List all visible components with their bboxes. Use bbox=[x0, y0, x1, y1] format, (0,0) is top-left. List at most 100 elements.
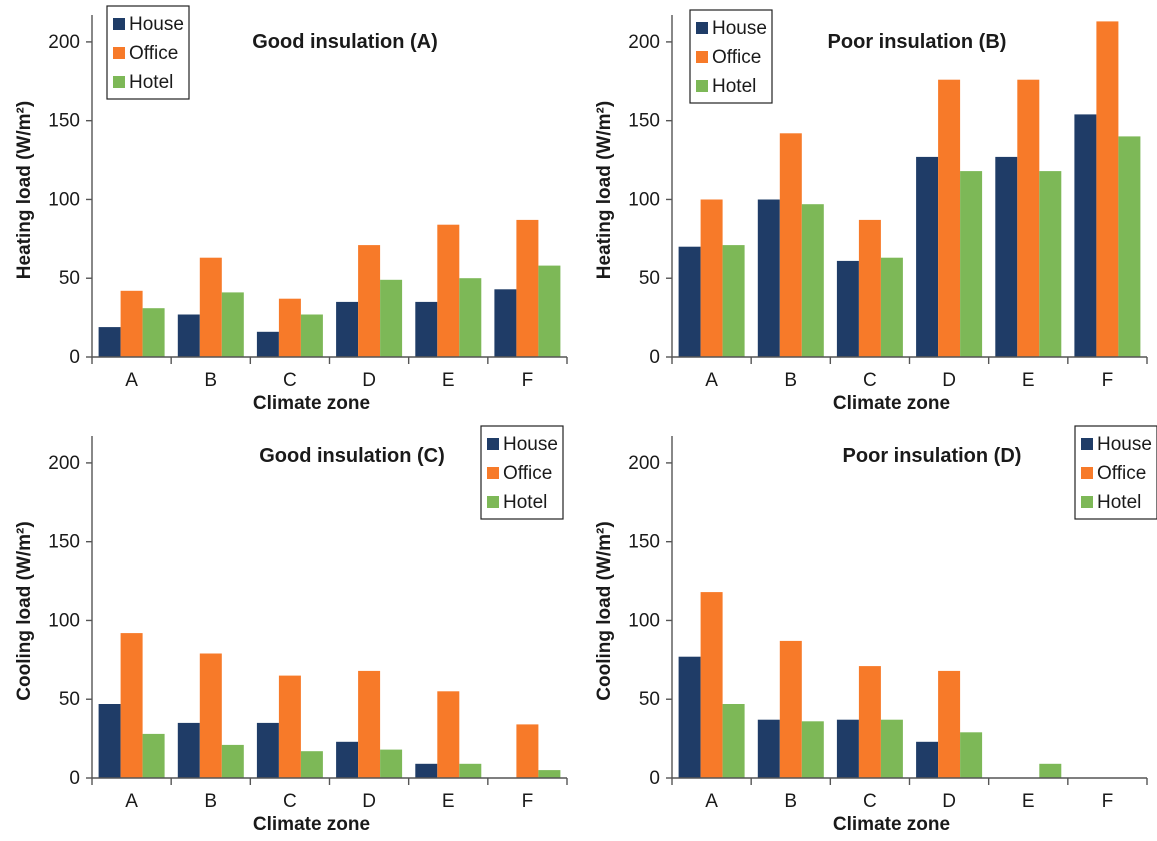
bar-office-b bbox=[199, 257, 222, 357]
y-tick-label: 200 bbox=[48, 32, 80, 53]
bar-hotel-b bbox=[801, 721, 824, 778]
bar-hotel-b bbox=[221, 744, 244, 778]
bar-house-f bbox=[494, 289, 517, 357]
bar-hotel-e bbox=[1039, 763, 1062, 778]
bar-hotel-b bbox=[801, 204, 824, 357]
bar-house-b bbox=[757, 719, 780, 778]
legend-swatch-house bbox=[113, 18, 125, 30]
bar-hotel-a bbox=[722, 245, 745, 357]
y-tick-label: 100 bbox=[48, 189, 80, 210]
bar-office-d bbox=[358, 245, 381, 357]
y-tick-label: 0 bbox=[649, 768, 660, 789]
bar-office-e bbox=[437, 691, 460, 778]
bar-house-d bbox=[336, 741, 359, 778]
x-tick-label: D bbox=[942, 791, 956, 812]
bar-office-a bbox=[700, 199, 723, 357]
y-tick-label: 50 bbox=[639, 689, 660, 710]
bar-hotel-a bbox=[142, 308, 165, 357]
x-tick-label: C bbox=[863, 791, 877, 812]
y-tick-label: 100 bbox=[48, 610, 80, 631]
bar-house-e bbox=[415, 301, 438, 357]
legend-label-house: House bbox=[503, 434, 558, 455]
legend: House Office Hotel bbox=[480, 425, 564, 520]
legend-swatch-house bbox=[696, 22, 708, 34]
bar-office-d bbox=[358, 670, 381, 778]
bar-hotel-a bbox=[142, 733, 165, 778]
bar-house-d bbox=[916, 741, 939, 778]
legend-swatch-office bbox=[1081, 467, 1093, 479]
y-axis-title: Cooling load (W/m²) bbox=[594, 521, 615, 700]
legend-swatch-house bbox=[487, 438, 499, 450]
bar-office-d bbox=[938, 670, 961, 778]
bar-hotel-f bbox=[538, 770, 561, 778]
bar-house-a bbox=[678, 246, 701, 357]
x-tick-label: B bbox=[784, 791, 797, 812]
bar-office-d bbox=[938, 79, 961, 357]
y-tick-label: 150 bbox=[48, 532, 80, 553]
y-axis-title: Heating load (W/m²) bbox=[14, 101, 35, 279]
x-tick-label: B bbox=[784, 370, 797, 391]
x-axis-title: Climate zone bbox=[253, 393, 370, 414]
x-tick-label: E bbox=[442, 791, 455, 812]
bar-hotel-f bbox=[538, 265, 561, 357]
bar-hotel-f bbox=[1118, 136, 1141, 357]
bar-house-d bbox=[916, 156, 939, 357]
y-tick-label: 150 bbox=[628, 532, 660, 553]
bar-office-b bbox=[779, 133, 802, 357]
legend-swatch-house bbox=[1081, 438, 1093, 450]
x-tick-label: C bbox=[283, 791, 297, 812]
x-tick-label: A bbox=[125, 370, 138, 391]
x-tick-label: F bbox=[522, 791, 534, 812]
legend-label-house: House bbox=[1097, 434, 1152, 455]
legend-swatch-hotel bbox=[487, 496, 499, 508]
legend-swatch-hotel bbox=[113, 76, 125, 88]
x-tick-label: C bbox=[283, 370, 297, 391]
x-axis-title: Climate zone bbox=[833, 393, 950, 414]
bar-office-f bbox=[1096, 21, 1119, 358]
bar-office-a bbox=[700, 592, 723, 778]
legend-label-office: Office bbox=[503, 463, 552, 484]
bar-office-b bbox=[779, 640, 802, 778]
bar-hotel-a bbox=[722, 704, 745, 778]
legend-label-hotel: Hotel bbox=[129, 72, 173, 93]
bar-hotel-e bbox=[459, 278, 482, 357]
bar-office-f bbox=[516, 724, 539, 778]
legend-swatch-hotel bbox=[1081, 496, 1093, 508]
bar-hotel-c bbox=[880, 257, 903, 357]
x-tick-label: E bbox=[1022, 370, 1035, 391]
y-tick-label: 100 bbox=[628, 610, 660, 631]
y-tick-label: 200 bbox=[628, 32, 660, 53]
legend-swatch-office bbox=[487, 467, 499, 479]
x-tick-label: B bbox=[204, 370, 217, 391]
chart-title: Good insulation (C) bbox=[259, 445, 445, 467]
y-tick-label: 50 bbox=[59, 268, 80, 289]
x-tick-label: A bbox=[705, 370, 718, 391]
bar-hotel-d bbox=[960, 732, 983, 778]
x-tick-label: C bbox=[863, 370, 877, 391]
bar-house-c bbox=[836, 260, 859, 357]
bar-hotel-e bbox=[1039, 171, 1062, 357]
bar-house-c bbox=[256, 331, 279, 357]
legend-swatch-hotel bbox=[696, 80, 708, 92]
x-tick-label: A bbox=[125, 791, 138, 812]
bar-office-c bbox=[278, 675, 301, 778]
legend-label-office: Office bbox=[129, 43, 178, 64]
y-tick-label: 200 bbox=[628, 453, 660, 474]
bar-hotel-d bbox=[380, 279, 403, 357]
bar-hotel-d bbox=[380, 749, 403, 778]
y-axis-title: Cooling load (W/m²) bbox=[14, 521, 35, 700]
bar-hotel-b bbox=[221, 292, 244, 357]
legend-swatch-office bbox=[696, 51, 708, 63]
y-tick-label: 0 bbox=[649, 347, 660, 368]
x-tick-label: D bbox=[942, 370, 956, 391]
legend: House Office Hotel bbox=[106, 5, 190, 100]
bar-house-e bbox=[415, 763, 438, 778]
bar-hotel-e bbox=[459, 763, 482, 778]
x-tick-label: B bbox=[204, 791, 217, 812]
x-tick-label: F bbox=[522, 370, 534, 391]
legend-label-office: Office bbox=[712, 47, 761, 68]
bar-office-e bbox=[1017, 79, 1040, 357]
x-tick-label: D bbox=[362, 370, 376, 391]
bar-house-a bbox=[678, 656, 701, 778]
